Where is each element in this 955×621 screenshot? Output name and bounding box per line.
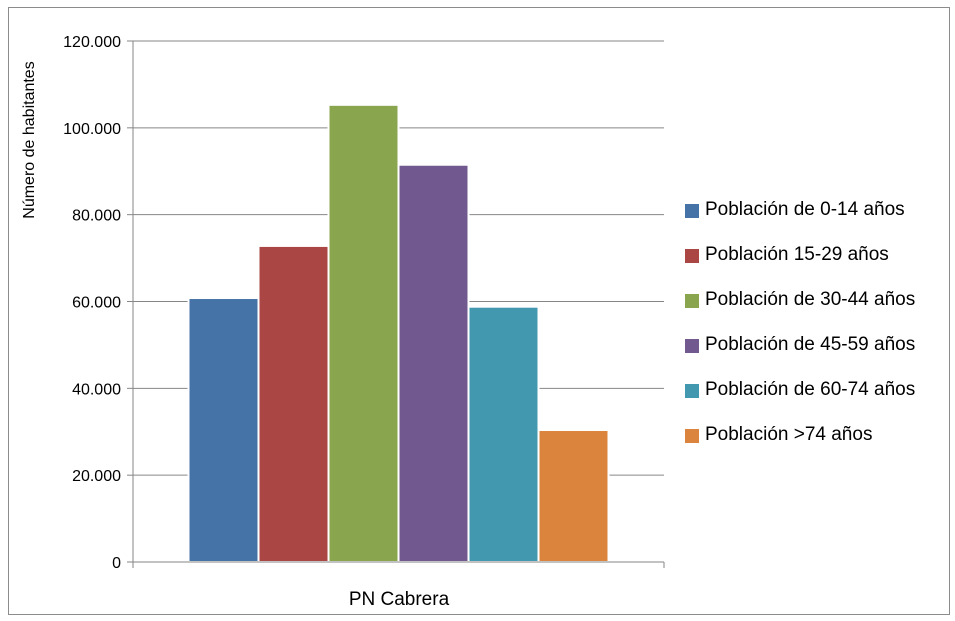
y-tick-label: 120.000 — [63, 34, 121, 51]
y-tick-label: 0 — [112, 555, 121, 572]
bar — [327, 103, 400, 563]
axes: 0 20.000 40.000 60.000 80.000 100.000 120.000 — [63, 34, 665, 572]
bars — [187, 103, 610, 564]
y-tick-label: 80.000 — [72, 208, 121, 225]
legend-label: Población de 45-59 años — [705, 334, 916, 355]
bar — [187, 297, 260, 563]
legend-label: Población 15-29 años — [705, 244, 889, 265]
y-tick-label: 40.000 — [72, 381, 121, 398]
y-tick-label: 20.000 — [72, 468, 121, 485]
legend-swatch — [685, 429, 699, 443]
legend-swatch — [685, 384, 699, 398]
y-tick-label: 60.000 — [72, 295, 121, 312]
bar — [467, 305, 540, 563]
legend-label: Población de 60-74 años — [705, 379, 916, 400]
legend-swatch — [685, 294, 699, 308]
legend-label: Población de 30-44 años — [705, 289, 916, 310]
legend-swatch — [685, 249, 699, 263]
legend-swatch — [685, 339, 699, 353]
bar — [397, 163, 470, 564]
legend-swatch — [685, 204, 699, 218]
bar — [537, 429, 610, 563]
y-axis-title: Número de habitantes — [21, 61, 38, 218]
bar — [257, 244, 330, 563]
x-category-label: PN Cabrera — [349, 589, 450, 610]
legend-label: Población >74 años — [705, 424, 873, 445]
y-tick-label: 100.000 — [63, 121, 121, 138]
legend-label: Población de 0-14 años — [705, 199, 905, 220]
